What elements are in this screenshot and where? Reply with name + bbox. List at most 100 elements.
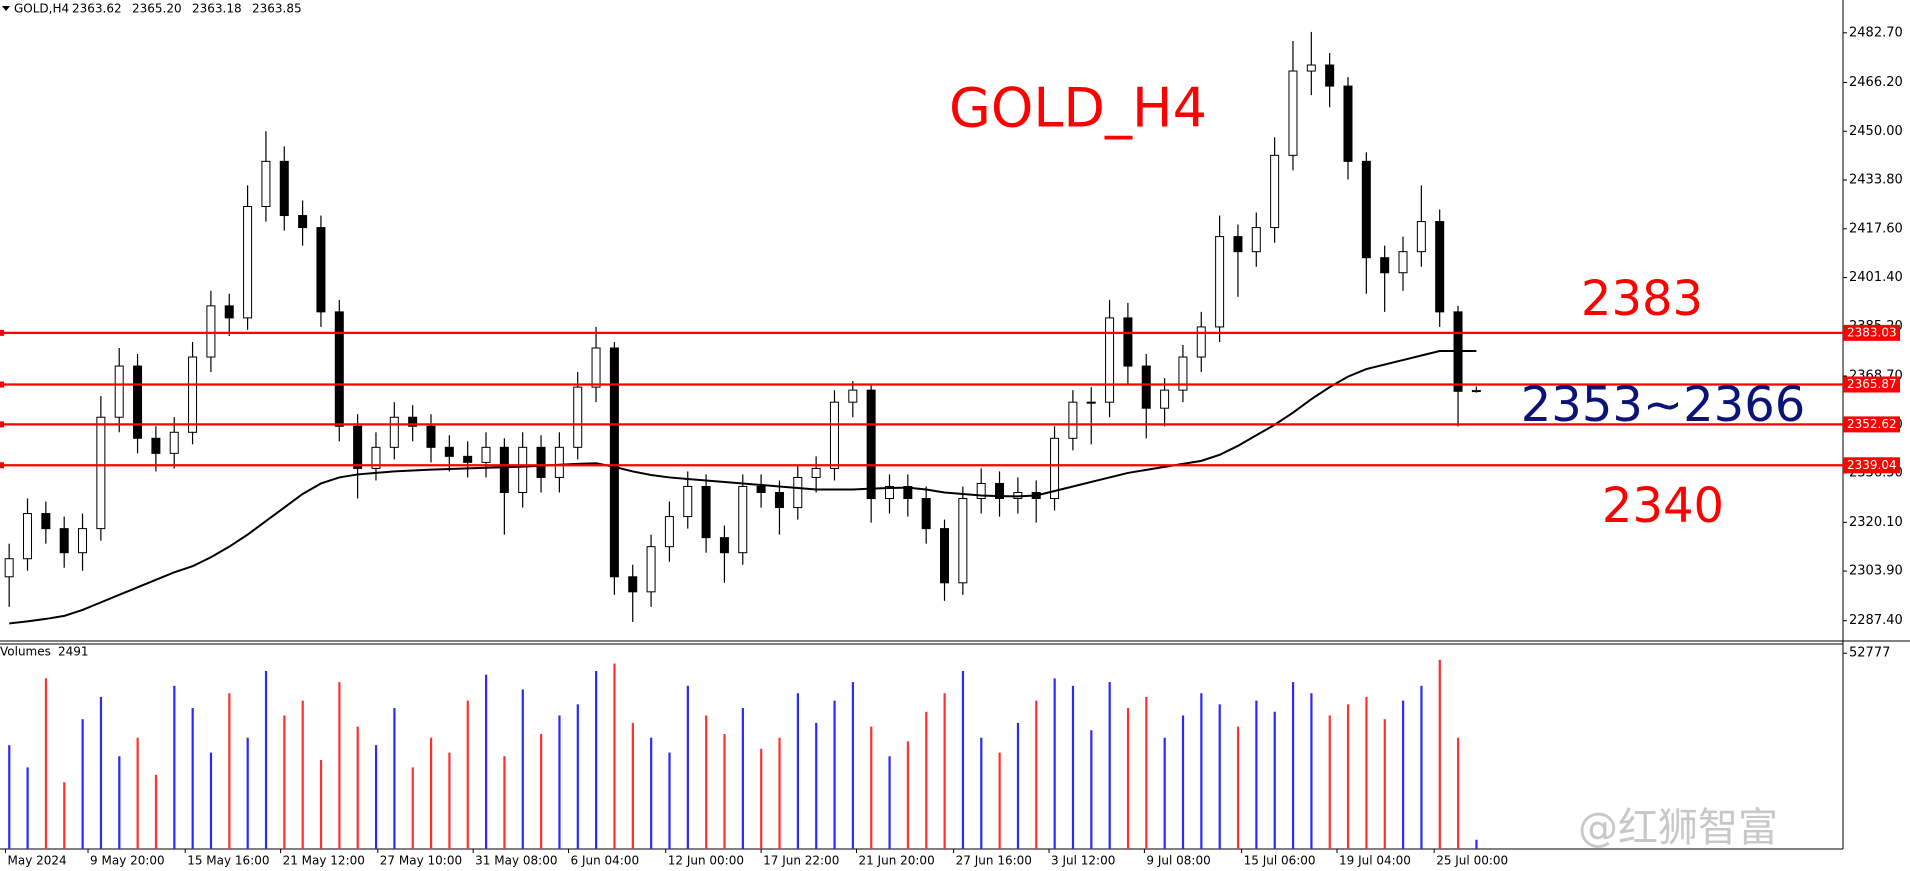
candle-body (573, 386, 583, 448)
level-tag (1843, 416, 1900, 433)
y-tick-label: 2450.00 (1849, 124, 1903, 139)
volume-bar (154, 774, 158, 849)
candle-body (389, 416, 399, 448)
candle-body (334, 311, 344, 427)
level-tag-left (0, 421, 4, 428)
y-tick-label: 2433.80 (1849, 173, 1903, 188)
candle-body (1105, 317, 1115, 403)
annotation: 2340 (1602, 478, 1724, 534)
candle-body (683, 485, 693, 518)
volume-bar (1181, 715, 1185, 849)
volume-bar (851, 682, 855, 849)
volume-bar (668, 752, 671, 849)
x-tick-label: 9 May 20:00 (90, 854, 165, 868)
volume-bar (228, 693, 231, 849)
volume-bar (870, 726, 873, 849)
volume-bar (1145, 696, 1148, 849)
candle-body (1435, 221, 1445, 313)
header-ohlc: 2363.18 (192, 2, 242, 16)
volume-bar (1310, 693, 1313, 849)
level-tag-left (0, 462, 4, 469)
volume-bar (778, 737, 781, 849)
candle-body (774, 491, 784, 509)
candle-body (298, 215, 308, 229)
candle-body (78, 528, 88, 554)
volume-bar (301, 700, 304, 849)
x-tick-label: 21 Jun 20:00 (858, 854, 934, 868)
candle-body (4, 558, 14, 578)
x-tick-label: 27 Jun 16:00 (956, 854, 1032, 868)
volume-bar (705, 715, 708, 849)
volume-bar (1163, 737, 1166, 849)
candle-body (664, 516, 674, 548)
candle-body (1380, 257, 1390, 274)
x-tick-label: 19 Jul 04:00 (1339, 854, 1411, 868)
candle-body (1233, 236, 1243, 253)
volume-bar (264, 670, 268, 849)
volume-bar (283, 715, 286, 849)
level-label: 2339.04 (1847, 458, 1897, 472)
candle-body (1178, 356, 1188, 391)
x-tick-label: 17 Jun 22:00 (763, 854, 839, 868)
volume-bar (338, 682, 341, 849)
candle-body (1416, 221, 1426, 253)
volume-bar (760, 748, 763, 849)
volume-title: Volumes (0, 645, 51, 659)
candle-body (848, 389, 858, 403)
candle-body (261, 160, 271, 208)
candle-body (59, 528, 69, 554)
candle-body (444, 446, 454, 457)
x-tick-label: 31 May 08:00 (475, 854, 557, 868)
volume-bar (1346, 704, 1350, 849)
volume-bar (1218, 704, 1221, 849)
x-tick-label: 6 Jun 04:00 (571, 854, 640, 868)
candle-body (1215, 236, 1225, 328)
candle-body (884, 485, 894, 500)
volume-bar (503, 756, 506, 849)
candle-body (829, 401, 839, 469)
header-ohlc: 2363.85 (252, 2, 302, 16)
candle-body (1050, 437, 1060, 500)
level-label: 2383.03 (1847, 325, 1897, 339)
candle-body (133, 365, 143, 439)
candle-body (995, 482, 1005, 500)
volume-bar (1365, 696, 1368, 849)
y-tick-label: 2417.60 (1849, 221, 1903, 236)
volume-bar (411, 767, 414, 849)
annotation: 2383 (1581, 271, 1703, 327)
menu-arrow[interactable] (2, 6, 10, 11)
candle-body (940, 528, 950, 584)
candle-body (426, 425, 436, 448)
candle-body (518, 446, 528, 493)
volume-bar (1126, 708, 1130, 849)
x-tick-label: 15 May 16:00 (187, 854, 269, 868)
volume-bar (576, 704, 579, 849)
volume-bar (393, 708, 396, 849)
volume-bar (925, 711, 928, 849)
symbol-label: GOLD,H4 (14, 2, 69, 16)
volume-bar (1420, 685, 1423, 849)
candle-body (353, 425, 363, 469)
y-tick-label: 2482.70 (1849, 25, 1903, 40)
candle-body (976, 482, 986, 500)
volume-bar (631, 722, 634, 849)
candle-body (1343, 85, 1353, 162)
volume-bar (448, 752, 451, 849)
x-tick-label: 25 Jul 00:00 (1436, 854, 1508, 868)
candle-body (316, 227, 326, 313)
volume-bar (485, 674, 488, 849)
volume-bar (1200, 693, 1203, 849)
candle-body (1086, 401, 1096, 404)
candle-body (1123, 317, 1133, 367)
volume-bar (429, 737, 433, 849)
volume-bar (998, 752, 1001, 849)
candle-body (1398, 251, 1408, 274)
candle-body (1270, 154, 1280, 229)
volume-bar (1457, 737, 1460, 849)
volume-bar (796, 693, 799, 849)
candle-body (1471, 390, 1481, 393)
candle-body (463, 455, 473, 463)
candle-body (481, 446, 491, 463)
